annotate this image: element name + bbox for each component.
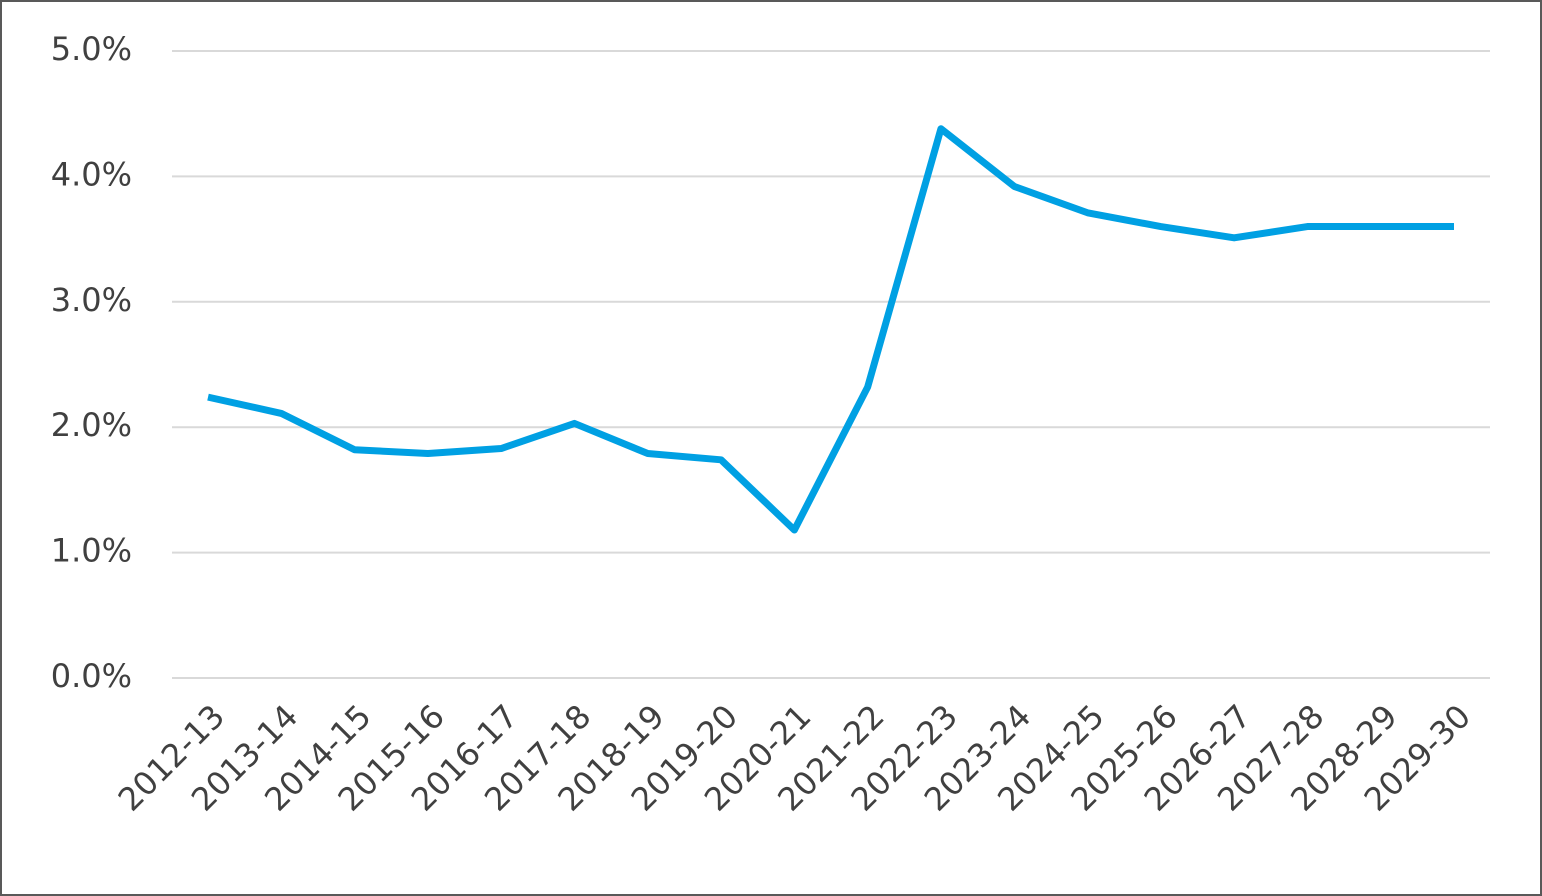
y-tick-label: 1.0%	[51, 532, 132, 570]
y-tick-label: 0.0%	[51, 657, 132, 695]
y-tick-label: 4.0%	[51, 155, 132, 193]
data-line	[207, 125, 1454, 534]
y-tick-label: 2.0%	[51, 406, 132, 444]
y-tick-label: 5.0%	[51, 30, 132, 68]
y-tick-label: 3.0%	[51, 281, 132, 319]
